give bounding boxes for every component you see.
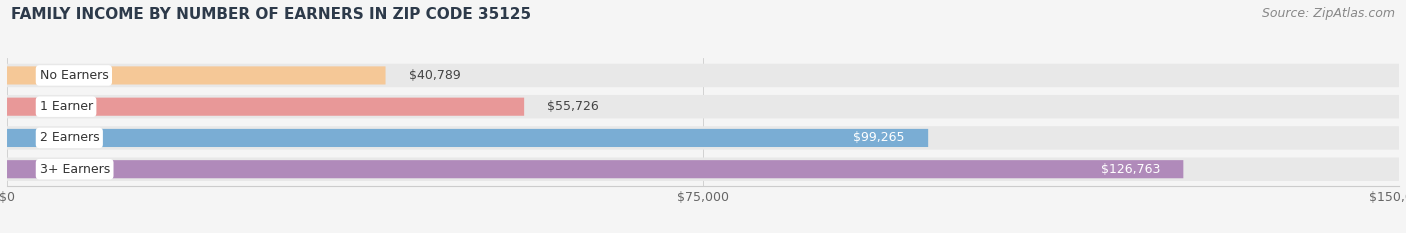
Text: 2 Earners: 2 Earners (39, 131, 100, 144)
FancyBboxPatch shape (7, 129, 928, 147)
Text: $55,726: $55,726 (547, 100, 599, 113)
FancyBboxPatch shape (7, 64, 1399, 87)
FancyBboxPatch shape (7, 160, 1184, 178)
FancyBboxPatch shape (7, 126, 1399, 150)
Text: 3+ Earners: 3+ Earners (39, 163, 110, 176)
FancyBboxPatch shape (7, 98, 524, 116)
FancyBboxPatch shape (7, 158, 1399, 181)
Text: Source: ZipAtlas.com: Source: ZipAtlas.com (1261, 7, 1395, 20)
Text: No Earners: No Earners (39, 69, 108, 82)
Text: 1 Earner: 1 Earner (39, 100, 93, 113)
Text: $126,763: $126,763 (1101, 163, 1160, 176)
Text: FAMILY INCOME BY NUMBER OF EARNERS IN ZIP CODE 35125: FAMILY INCOME BY NUMBER OF EARNERS IN ZI… (11, 7, 531, 22)
Text: $40,789: $40,789 (409, 69, 461, 82)
Text: $99,265: $99,265 (853, 131, 905, 144)
FancyBboxPatch shape (7, 66, 385, 85)
FancyBboxPatch shape (7, 95, 1399, 118)
